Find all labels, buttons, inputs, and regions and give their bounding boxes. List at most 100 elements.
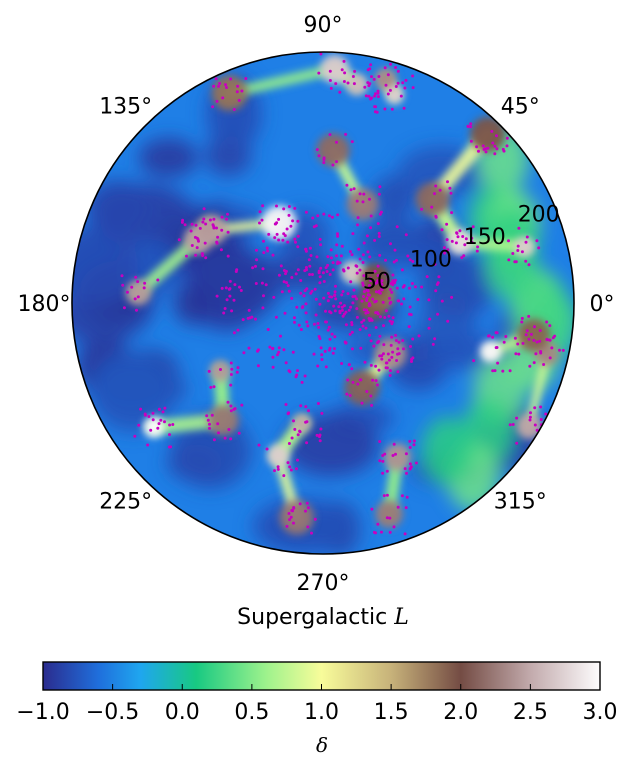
galaxy-point [355, 297, 359, 301]
galaxy-point [513, 336, 517, 340]
galaxy-point [407, 325, 411, 329]
galaxy-point [434, 184, 438, 188]
galaxy-point [305, 320, 309, 324]
galaxy-point [271, 346, 275, 350]
galaxy-point [399, 94, 403, 98]
galaxy-point [292, 521, 295, 525]
galaxy-point [169, 445, 173, 449]
galaxy-point [400, 302, 403, 306]
galaxy-point [293, 206, 297, 210]
galaxy-point [299, 291, 303, 295]
galaxy-point [230, 309, 234, 313]
galaxy-point [388, 296, 391, 300]
galaxy-point [328, 79, 332, 82]
galaxy-point [377, 289, 381, 293]
galaxy-point [336, 262, 339, 266]
galaxy-point [377, 75, 381, 78]
galaxy-point [386, 92, 390, 96]
galaxy-point [308, 246, 312, 250]
galaxy-point [342, 304, 346, 308]
galaxy-point [352, 82, 356, 86]
galaxy-point [351, 301, 355, 305]
galaxy-point [371, 297, 375, 301]
galaxy-point [333, 293, 337, 297]
galaxy-point [469, 139, 473, 143]
galaxy-point [171, 423, 175, 426]
galaxy-point [310, 289, 314, 293]
galaxy-point [330, 332, 334, 336]
galaxy-point [276, 353, 279, 357]
galaxy-point [290, 276, 294, 279]
galaxy-point [215, 99, 219, 103]
galaxy-point [331, 351, 335, 355]
galaxy-point [394, 278, 397, 282]
galaxy-point [276, 467, 280, 471]
galaxy-point [298, 429, 302, 433]
galaxy-point [345, 183, 349, 187]
galaxy-point [271, 253, 275, 257]
galaxy-point [274, 222, 278, 226]
galaxy-point [358, 268, 362, 272]
galaxy-point [558, 348, 561, 352]
galaxy-point [327, 348, 331, 352]
galaxy-point [363, 85, 367, 89]
angle-tick-315: 315° [494, 489, 547, 514]
galaxy-point [408, 467, 412, 471]
galaxy-point [368, 255, 372, 259]
galaxy-point [374, 531, 377, 535]
galaxy-point [317, 325, 321, 329]
galaxy-point [305, 287, 309, 291]
galaxy-point [437, 275, 441, 279]
galaxy-point [189, 229, 193, 233]
galaxy-point [212, 385, 216, 389]
galaxy-point [362, 290, 366, 293]
galaxy-point [404, 233, 408, 237]
galaxy-point [403, 86, 407, 90]
galaxy-point [229, 373, 233, 376]
galaxy-point [445, 238, 449, 242]
galaxy-point [340, 68, 344, 72]
galaxy-point [260, 218, 264, 222]
x-axis-label: Supergalactic L [237, 605, 409, 630]
galaxy-point [374, 379, 378, 383]
galaxy-point [304, 405, 308, 409]
galaxy-point [333, 290, 337, 294]
galaxy-point [255, 258, 259, 262]
galaxy-point [408, 305, 412, 309]
galaxy-point [225, 217, 229, 221]
galaxy-point [495, 331, 499, 335]
galaxy-point [448, 186, 452, 190]
galaxy-point [282, 207, 286, 211]
galaxy-point [389, 343, 393, 347]
galaxy-point [382, 352, 385, 356]
galaxy-point [356, 216, 360, 220]
galaxy-point [310, 273, 314, 276]
galaxy-point [135, 308, 138, 312]
galaxy-point [284, 361, 288, 365]
galaxy-point [233, 407, 237, 411]
galaxy-point [380, 286, 384, 290]
x-axis-label-variable: L [393, 605, 409, 630]
galaxy-point [300, 306, 304, 309]
galaxy-point [502, 340, 506, 344]
galaxy-point [215, 240, 219, 244]
galaxy-point [365, 296, 369, 300]
galaxy-point [296, 245, 300, 249]
galaxy-point [372, 77, 376, 81]
galaxy-point [358, 328, 362, 331]
galaxy-point [550, 346, 554, 350]
galaxy-point [222, 311, 226, 315]
galaxy-point [395, 258, 398, 262]
galaxy-point [374, 311, 378, 315]
galaxy-point [190, 244, 194, 247]
galaxy-point [304, 509, 307, 513]
galaxy-point [277, 217, 281, 221]
galaxy-point [388, 319, 392, 323]
galaxy-point [352, 187, 356, 191]
galaxy-point [370, 75, 373, 79]
galaxy-point [384, 258, 387, 262]
galaxy-point [446, 180, 449, 184]
galaxy-point [348, 394, 352, 397]
galaxy-point [282, 474, 286, 478]
galaxy-point [361, 253, 365, 257]
